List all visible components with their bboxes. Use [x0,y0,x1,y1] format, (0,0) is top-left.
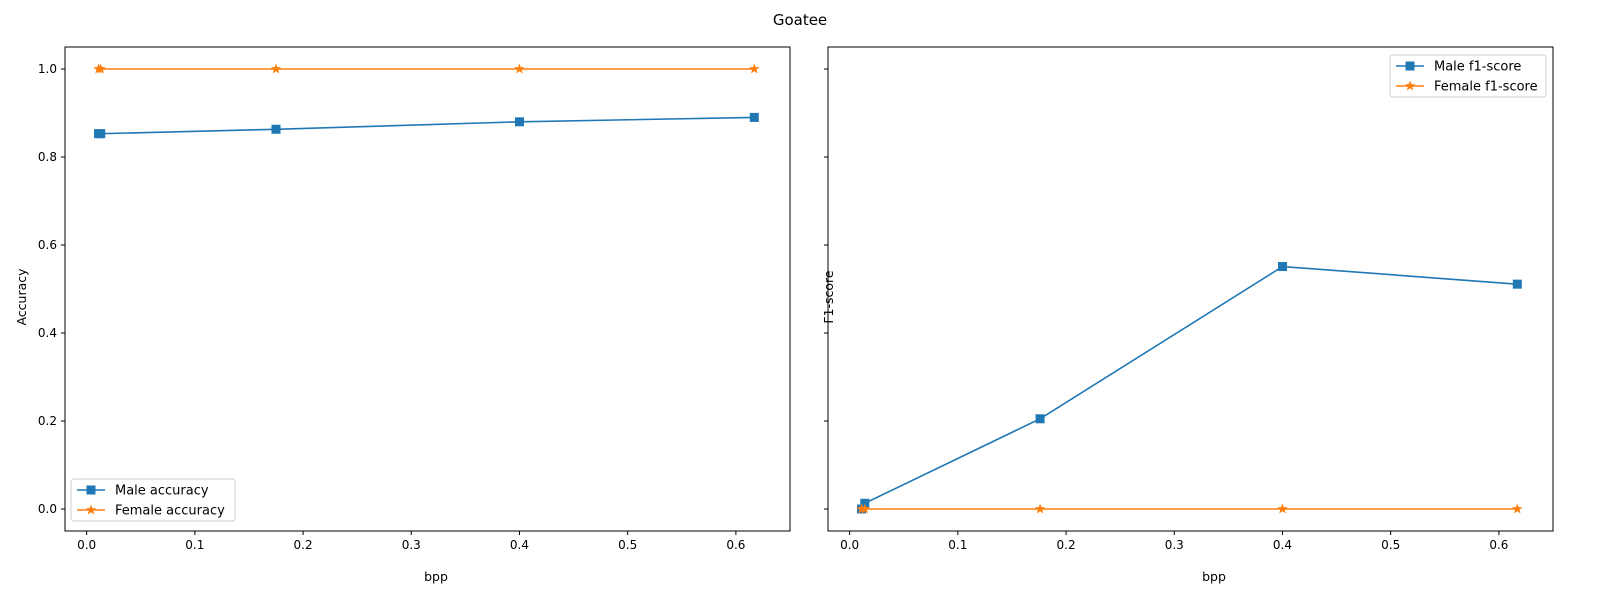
accuracy-x-tick-label: 0.6 [726,538,745,552]
accuracy-y-tick-label: 0.4 [38,326,57,340]
f1-score-x-tick-label: 0.3 [1165,538,1184,552]
male-accuracy-legend-marker [86,485,96,495]
f1-score-x-tick-label: 0.5 [1381,538,1400,552]
male-f1-score-point [860,498,870,508]
male-accuracy-point [271,124,281,134]
f1-score-x-tick-label: 0.2 [1057,538,1076,552]
f1-score-legend: Male f1-score Female f1-score [1389,54,1547,98]
female-accuracy-point [270,63,282,74]
male-f1-score-legend-label: Male f1-score [1434,60,1521,75]
female-accuracy-point [749,63,760,74]
female-accuracy-legend-marker [85,504,97,515]
female-f1-score-legend-marker [1404,80,1416,91]
accuracy-x-tick-label: 0.1 [185,538,204,552]
f1-score-plot-frame [827,46,1554,532]
male-accuracy-line [98,116,755,135]
female-accuracy-point [95,63,106,74]
female-f1-score-point [1277,503,1288,514]
accuracy-plot-frame [64,46,791,532]
accuracy-y-tick-label: 0.8 [38,150,57,164]
accuracy-y-tick-label: 0.0 [38,502,57,516]
female-f1-score-point [859,503,871,514]
male-f1-score-line [860,265,1518,510]
accuracy-y-tick-label: 0.2 [38,414,57,428]
f1-score-x-axis-label: bpp [1202,569,1226,584]
accuracy-x-tick-label: 0.0 [77,538,96,552]
male-accuracy-point [96,129,106,139]
male-f1-score-point [1035,414,1045,424]
accuracy-legend: Male accuracy Female accuracy [70,478,236,522]
accuracy-x-tick-label: 0.3 [402,538,421,552]
male-f1-score-legend-marker [1405,61,1415,71]
male-f1-score-point [1512,279,1522,289]
f1-score-legend-box [1389,54,1547,98]
accuracy-x-axis-label: bpp [424,569,448,584]
female-accuracy-legend-label: Female accuracy [115,504,225,519]
accuracy-y-axis-label: Accuracy [14,268,29,326]
accuracy-y-tick-label: 1.0 [38,62,57,76]
female-f1-score-legend-label: Female f1-score [1434,80,1538,95]
accuracy-x-tick-label: 0.5 [618,538,637,552]
accuracy-x-tick-label: 0.2 [294,538,313,552]
male-f1-score-point [1277,262,1287,272]
accuracy-y-tick-label: 0.6 [38,238,57,252]
f1-score-x-tick-label: 0.1 [948,538,967,552]
male-accuracy-point [514,117,524,127]
accuracy-legend-box [70,478,236,522]
f1-score-x-tick-label: 0.4 [1273,538,1292,552]
accuracy-subplot: bpp Accuracy 0.0 0.1 0.2 0.3 0.4 0.5 0.6 0.0 0.2… [14,46,791,584]
female-f1-score-point [1034,503,1046,514]
f1-score-x-tick-label: 0.6 [1489,538,1508,552]
male-accuracy-legend-label: Male accuracy [115,484,209,499]
female-accuracy-point [514,63,525,74]
female-f1-score-point [1512,503,1523,514]
f1-score-x-tick-label: 0.0 [840,538,859,552]
accuracy-x-tick-label: 0.4 [510,538,529,552]
figure-title: Goatee [773,11,827,29]
male-accuracy-point [749,112,759,122]
